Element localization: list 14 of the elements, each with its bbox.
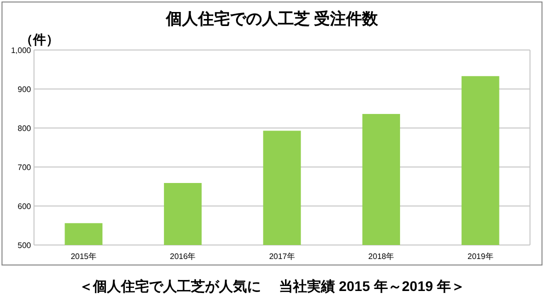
y-axis-title: （件）	[20, 32, 59, 47]
y-tick-label: 600	[18, 202, 32, 211]
chart-title: 個人住宅での人工芝 受注件数	[164, 9, 380, 28]
y-tick-label: 700	[18, 162, 32, 172]
x-tick-label: 2019年	[468, 252, 494, 261]
y-tick-label: 500	[18, 240, 32, 250]
y-tick-label: 800	[18, 124, 32, 133]
x-tick-label: 2018年	[368, 252, 394, 261]
text: ＜個人住宅で人工芝が人気に 当社実績 2015 年～2019 年＞	[79, 278, 465, 294]
x-tick-label: 2016年	[170, 252, 196, 261]
y-tick-label: 1,000	[10, 46, 32, 55]
x-tick-label: 2017年	[269, 252, 295, 261]
x-tick-label: 2015年	[70, 252, 96, 261]
y-tick-label: 900	[18, 84, 32, 94]
